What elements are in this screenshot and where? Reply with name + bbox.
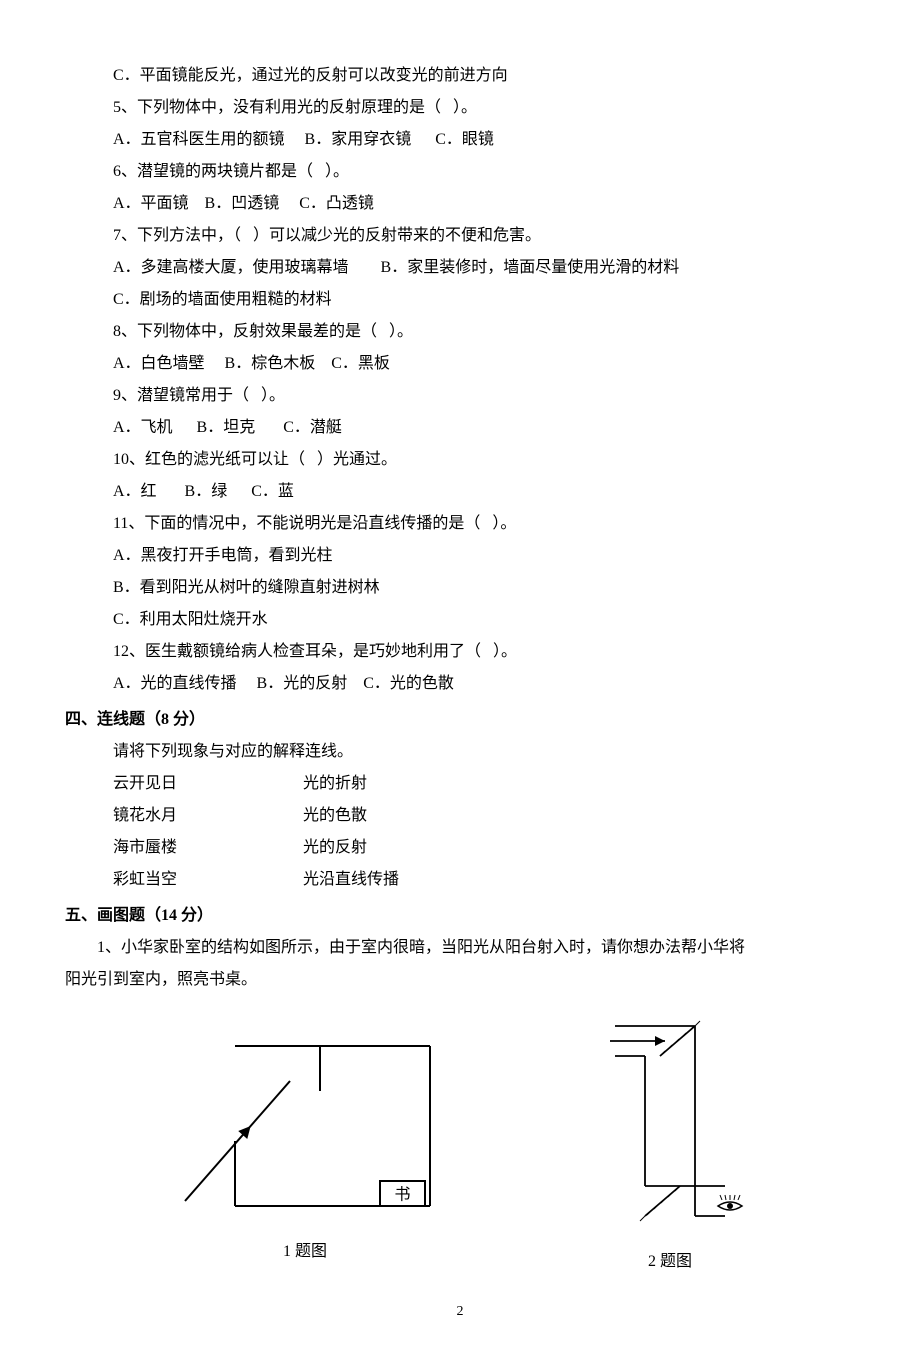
q11-option-a: A．黑夜打开手电筒，看到光柱	[113, 540, 855, 572]
q10-stem: 10、红色的滤光纸可以让（ ）光通过。	[113, 444, 855, 476]
q11-option-b: B．看到阳光从树叶的缝隙直射进树林	[113, 572, 855, 604]
q6-options: A．平面镜 B．凹透镜 C．凸透镜	[113, 188, 855, 220]
section-4-instruction: 请将下列现象与对应的解释连线。	[113, 736, 855, 768]
matching-row-1: 云开见日 光的折射	[113, 768, 855, 800]
section-5-header: 五、画图题（14 分）	[65, 900, 855, 932]
q7-stem: 7、下列方法中，（ ）可以减少光的反射带来的不便和危害。	[113, 220, 855, 252]
match-right-3: 光的反射	[303, 832, 367, 864]
q7-options-ab: A．多建高楼大厦，使用玻璃幕墙 B．家里装修时，墙面尽量使用光滑的材料	[113, 252, 855, 284]
figure-1-caption: 1 题图	[283, 1236, 327, 1268]
match-right-1: 光的折射	[303, 768, 367, 800]
matching-row-2: 镜花水月 光的色散	[113, 800, 855, 832]
figure-2-diagram	[595, 1016, 745, 1236]
section-5-q1-line2: 阳光引到室内，照亮书桌。	[65, 964, 855, 996]
q9-stem: 9、潜望镜常用于（ ）。	[113, 380, 855, 412]
match-left-2: 镜花水月	[113, 800, 303, 832]
q6-stem: 6、潜望镜的两块镜片都是（ ）。	[113, 156, 855, 188]
q9-options: A．飞机 B．坦克 C．潜艇	[113, 412, 855, 444]
q10-options: A．红 B．绿 C．蓝	[113, 476, 855, 508]
match-right-4: 光沿直线传播	[303, 864, 399, 896]
match-right-2: 光的色散	[303, 800, 367, 832]
q11-stem: 11、下面的情况中，不能说明光是沿直线传播的是（ ）。	[113, 508, 855, 540]
matching-row-3: 海市蜃楼 光的反射	[113, 832, 855, 864]
match-left-3: 海市蜃楼	[113, 832, 303, 864]
q8-options: A．白色墙壁 B．棕色木板 C．黑板	[113, 348, 855, 380]
q5-stem: 5、下列物体中，没有利用光的反射原理的是（ ）。	[113, 92, 855, 124]
figure-2-caption: 2 题图	[648, 1246, 692, 1278]
q12-stem: 12、医生戴额镜给病人检查耳朵，是巧妙地利用了（ ）。	[113, 636, 855, 668]
page-number: 2	[65, 1298, 855, 1326]
figure-1-diagram: 书	[175, 1026, 435, 1226]
match-left-1: 云开见日	[113, 768, 303, 800]
figures-row: 书 1 题图 2 题图	[65, 1016, 855, 1278]
q8-stem: 8、下列物体中，反射效果最差的是（ ）。	[113, 316, 855, 348]
svg-text:书: 书	[394, 1186, 410, 1204]
q5-options: A．五官科医生用的额镜 B．家用穿衣镜 C．眼镜	[113, 124, 855, 156]
section-4-header: 四、连线题（8 分）	[65, 704, 855, 736]
q12-options: A．光的直线传播 B．光的反射 C．光的色散	[113, 668, 855, 700]
section-5-q1-line1: 1、小华家卧室的结构如图所示，由于室内很暗，当阳光从阳台射入时，请你想办法帮小华…	[65, 932, 855, 964]
q11-option-c: C．利用太阳灶烧开水	[113, 604, 855, 636]
matching-row-4: 彩虹当空 光沿直线传播	[113, 864, 855, 896]
figure-1-container: 书 1 题图	[175, 1026, 435, 1268]
q4-option-c: C．平面镜能反光，通过光的反射可以改变光的前进方向	[113, 60, 855, 92]
figure-2-container: 2 题图	[595, 1016, 745, 1278]
q7-option-c: C．剧场的墙面使用粗糙的材料	[113, 284, 855, 316]
match-left-4: 彩虹当空	[113, 864, 303, 896]
